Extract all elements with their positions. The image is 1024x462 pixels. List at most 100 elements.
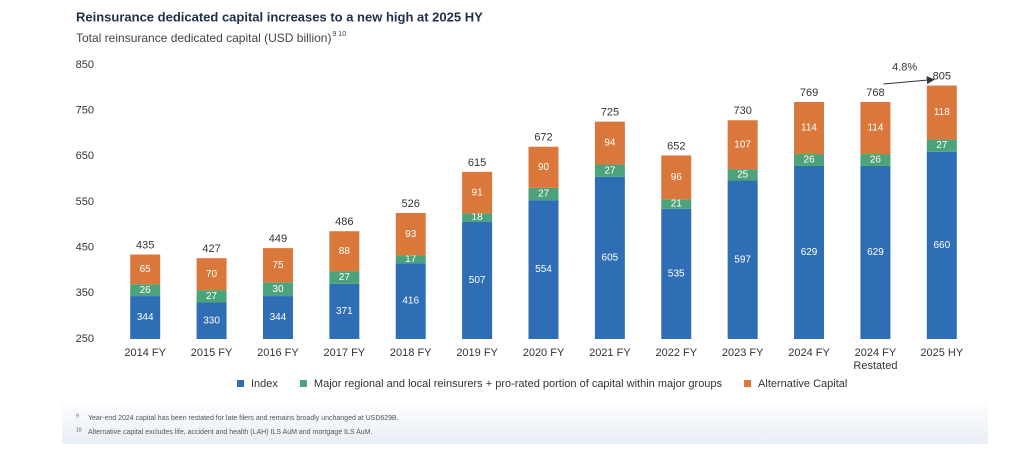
value-label: 27 [936,140,948,151]
total-label: 768 [866,87,884,99]
legend-label: Alternative Capital [758,378,847,390]
bar-segment [196,258,227,291]
value-label: 30 [272,284,284,295]
x-tick-label: 2024 FY [788,347,830,359]
y-tick-label: 850 [76,59,94,71]
x-tick-label: 2019 FY [456,347,498,359]
bar-segment [528,187,559,201]
total-label: 427 [202,243,220,255]
value-label: 75 [272,260,284,271]
value-label: 27 [538,189,550,200]
total-label: 730 [733,105,751,117]
value-label: 629 [801,247,818,258]
total-label: 672 [534,132,552,144]
bar-segment [794,165,825,339]
value-label: 91 [472,187,484,198]
bar-segment [727,169,758,181]
bar-segment [661,199,692,209]
value-label: 114 [867,123,883,134]
bar-segment [594,176,625,339]
bar-segment [262,282,293,297]
value-label: 26 [803,155,815,166]
value-label: 93 [405,229,417,240]
x-tick-label: 2022 FY [655,347,698,359]
bar-segment [661,155,692,200]
total-label: 526 [402,198,420,210]
value-label: 26 [870,155,882,166]
legend-swatch [299,380,307,387]
footnote-text: Alternative capital excludes life, accid… [88,429,372,436]
annotation: 4.8% [892,61,917,73]
bar-segment [462,171,493,214]
total-label: 769 [800,87,818,99]
x-tick-label: 2024 FY Restated [853,347,898,372]
y-tick-label: 750 [76,105,94,117]
value-label: 605 [602,253,619,264]
value-label: 90 [538,162,550,173]
value-label: 330 [203,315,220,326]
bar-segment [727,120,758,170]
bar-segment [794,154,825,166]
footnote-marker: 10 [76,427,82,433]
total-label: 449 [269,233,287,245]
value-label: 26 [140,285,152,296]
bar-segment [395,255,426,264]
x-tick-label: 2025 HY [920,347,964,359]
total-label: 805 [933,70,951,82]
legend-swatch [237,380,244,387]
x-tick-label: 2017 FY [323,347,366,359]
total-label: 615 [468,157,486,169]
x-tick-label: 2018 FY [389,347,432,359]
bar-segment [594,164,625,177]
subtitle-superscript: 9 10 [332,31,346,38]
bar-segment [860,101,891,155]
value-label: 27 [206,291,218,302]
value-label: 88 [339,246,351,257]
bar-segment [594,121,625,165]
bar-segment [262,248,293,283]
footnote-text: Year-end 2024 capital has been restated … [88,415,399,422]
value-label: 21 [671,199,683,210]
value-label: 371 [336,306,353,317]
bar-segment [926,139,957,152]
value-label: 94 [604,138,616,149]
value-label: 25 [737,169,749,180]
value-label: 27 [339,272,351,283]
bar-segment [926,85,957,140]
footnote-marker: 9 [76,413,79,419]
bar-segment [462,213,493,222]
x-tick-label: 2021 FY [589,347,631,359]
x-tick-label: 2015 FY [190,347,233,359]
x-tick-label: 2014 FY [124,347,166,359]
value-label: 65 [140,264,152,275]
y-tick-label: 650 [76,150,94,162]
bar-segment [395,263,426,339]
legend-label: Index [251,378,278,390]
y-tick-label: 250 [76,333,94,345]
footnote-panel [62,398,988,444]
value-label: 70 [206,269,218,280]
bar-segment [196,302,227,339]
bar-segment [196,290,227,303]
bar-segment [130,284,161,297]
growth-arrow [883,76,935,85]
y-tick-label: 350 [76,287,94,299]
total-label: 652 [667,140,685,152]
value-label: 107 [734,139,751,150]
value-label: 344 [137,312,154,323]
chart-title: Reinsurance dedicated capital increases … [76,9,483,24]
total-label: 435 [136,239,154,251]
bar-segment [727,180,758,339]
value-label: 597 [734,254,751,265]
bar-segment [860,165,891,339]
value-label: 660 [933,240,950,251]
total-label: 486 [335,216,353,228]
bar-segment [794,101,825,155]
value-label: 416 [402,296,419,307]
bar-segment [395,212,426,256]
bar-segment [462,221,493,339]
value-label: 344 [270,312,287,323]
value-label: 114 [801,123,817,134]
value-label: 27 [604,165,616,176]
